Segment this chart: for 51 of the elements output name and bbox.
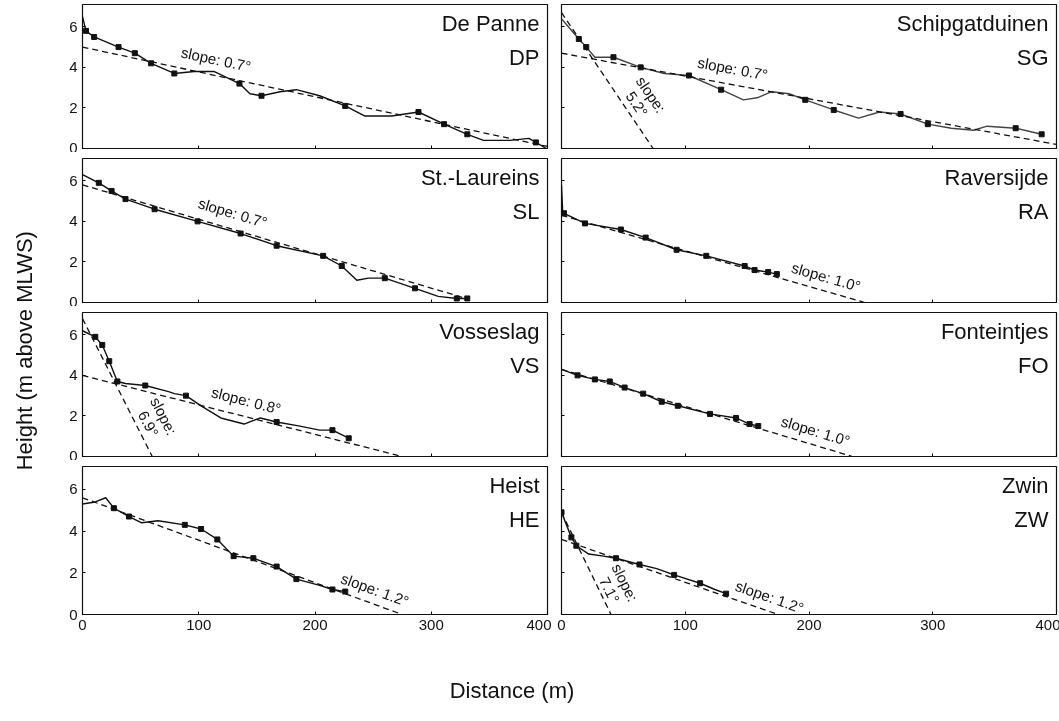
annotation: slope: 0.7° — [696, 53, 770, 84]
annotation: slope: 7.1° — [596, 560, 642, 606]
x-tick-label: 200 — [796, 615, 822, 633]
y-tick-label: 4 — [69, 58, 78, 76]
x-tick-label: 0 — [557, 615, 566, 633]
chart-title: St.-Laureins — [420, 164, 540, 190]
chart-title: Raversijde — [944, 164, 1049, 190]
annotation: slope: 6.9° — [134, 394, 181, 440]
y-tick-label: 0 — [69, 138, 78, 156]
annotation: slope: 1.2° — [338, 569, 412, 610]
annotation: slope: 0.8° — [209, 383, 283, 418]
annotation: slope: 0.7° — [196, 194, 270, 231]
x-tick-label: 100 — [672, 615, 698, 633]
y-tick-label: 2 — [69, 98, 78, 116]
text: VS — [510, 352, 540, 378]
y-tick-label: 0 — [69, 292, 78, 310]
y-axis-title: Height (m above MLWS) — [11, 230, 39, 473]
chart-title: Vosseslag — [439, 318, 540, 344]
x-axis-title: Distance (m) — [448, 677, 576, 705]
chart-title: De Panne — [441, 10, 540, 36]
x-tick-label: 100 — [186, 615, 212, 633]
chart-title: Schipgatduinen — [896, 10, 1049, 36]
x-tick-label: 400 — [526, 615, 552, 633]
annotation: slope: 1.0° — [779, 412, 853, 450]
y-tick-label: 4 — [69, 366, 78, 384]
y-tick-label: 4 — [69, 522, 78, 540]
x-tick-label: 200 — [302, 615, 328, 633]
y-tick-label: 2 — [69, 563, 78, 581]
annotation: slope: 0.7° — [179, 43, 253, 76]
text: FO — [1017, 352, 1049, 378]
text: SG — [1016, 44, 1049, 70]
chart-title: Fonteintjes — [940, 318, 1049, 344]
y-tick-label: 6 — [69, 480, 78, 498]
text: ZW — [1014, 506, 1049, 532]
y-tick-label: 2 — [69, 252, 78, 270]
annotation: slope: 1.2° — [733, 577, 806, 617]
chart-title: Heist — [489, 472, 540, 498]
text: HE — [508, 506, 540, 532]
y-tick-label: 4 — [69, 212, 78, 230]
annotation: slope: 1.0° — [789, 258, 863, 295]
y-tick-label: 6 — [69, 171, 78, 189]
x-tick-label: 300 — [920, 615, 946, 633]
text: SL — [512, 198, 540, 224]
y-tick-label: 0 — [69, 446, 78, 464]
y-tick-label: 2 — [69, 406, 78, 424]
chart-title: Zwin — [1002, 472, 1049, 498]
text: RA — [1017, 198, 1049, 224]
text: DP — [508, 44, 540, 70]
y-tick-label: 6 — [69, 17, 78, 35]
x-tick-label: 300 — [418, 615, 444, 633]
y-tick-label: 6 — [69, 325, 78, 343]
